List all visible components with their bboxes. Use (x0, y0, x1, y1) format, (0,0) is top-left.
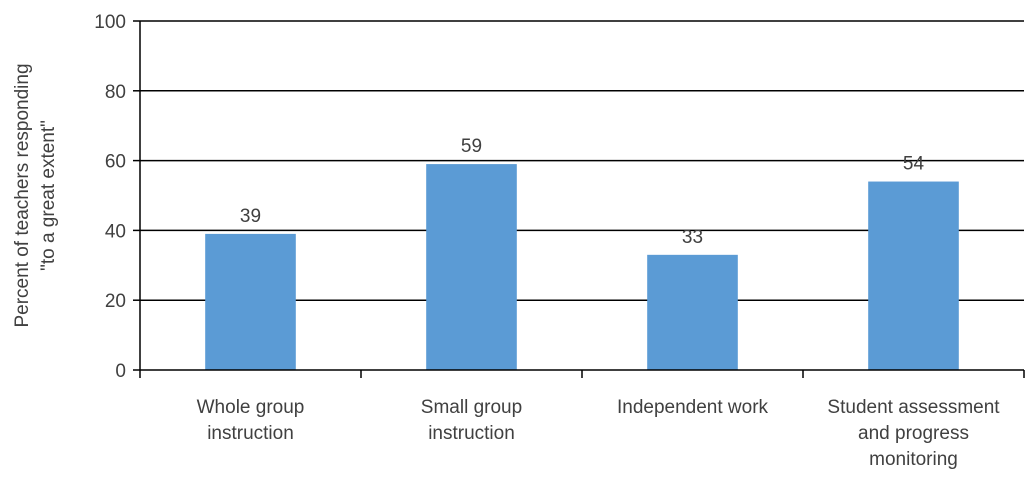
category-label-line: monitoring (869, 449, 958, 470)
category-label-line: Independent work (617, 397, 769, 418)
y-tick-label: 0 (115, 361, 126, 382)
category-label-line: and progress (858, 423, 969, 444)
data-labels: 39 59 33 54 (240, 136, 925, 248)
y-tick-labels: 0 20 40 60 80 100 (94, 12, 126, 382)
axes (133, 20, 1025, 378)
bar (426, 164, 517, 370)
y-tick-label: 60 (105, 152, 126, 173)
category-labels: Whole group instruction Small group instruc… (197, 397, 1001, 470)
y-tick-label: 100 (94, 12, 126, 33)
y-tick-label: 80 (105, 82, 126, 103)
data-label: 33 (682, 227, 703, 248)
category-label-line: instruction (428, 423, 515, 444)
data-label: 59 (461, 136, 482, 157)
category-label-line: Student assessment (827, 397, 1000, 418)
category-label-line: Whole group (197, 397, 305, 418)
bars (205, 164, 959, 370)
y-tick-label: 40 (105, 221, 126, 242)
category-label: Whole group instruction (197, 397, 305, 444)
data-label: 39 (240, 206, 261, 227)
y-axis-title-line: "to a great extent" (38, 120, 59, 271)
bar (868, 181, 959, 370)
bar (647, 254, 738, 370)
y-axis-title-line: Percent of teachers responding (12, 63, 33, 327)
category-label-line: Small group (421, 397, 522, 418)
bar (205, 233, 296, 370)
y-axis-title: Percent of teachers responding "to a grea… (12, 63, 59, 327)
category-label: Student assessment and progress monitoring (827, 397, 1000, 470)
category-label: Small group instruction (421, 397, 522, 444)
category-label-line: instruction (207, 423, 294, 444)
data-label: 54 (903, 154, 925, 175)
y-tick-label: 20 (105, 291, 126, 312)
category-label: Independent work (617, 397, 769, 418)
